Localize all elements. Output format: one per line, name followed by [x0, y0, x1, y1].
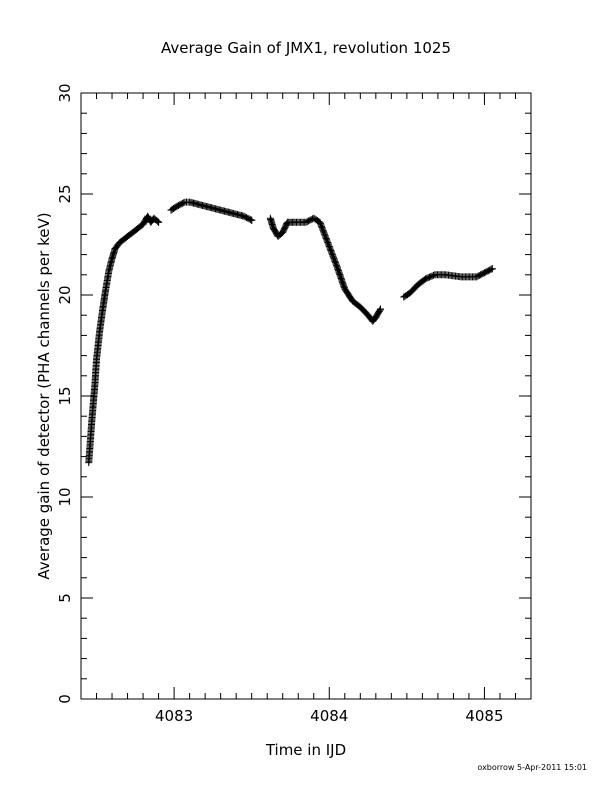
y-tick-label: 10 [56, 487, 74, 506]
x-tick-label: 4085 [465, 707, 503, 725]
y-tick-label: 25 [56, 184, 74, 203]
data-point [246, 216, 254, 224]
data-point [488, 265, 496, 273]
footer-stamp: oxborrow 5-Apr-2011 15:01 [477, 763, 587, 772]
data-point [376, 306, 384, 314]
y-tick-label: 5 [56, 593, 74, 603]
data-point [487, 265, 495, 273]
x-tick-label: 4083 [155, 707, 193, 725]
y-tick-label: 0 [56, 694, 74, 704]
data-point [376, 305, 384, 313]
x-axis-label: Time in IJD [265, 741, 346, 759]
data-series [85, 198, 496, 467]
y-axis: 0 5 10 15 20 25 30 [56, 83, 531, 704]
x-tick-label: 4084 [310, 707, 348, 725]
plot-frame [80, 92, 532, 700]
y-tick-label: 20 [56, 285, 74, 304]
y-tick-label: 15 [56, 386, 74, 405]
y-axis-label: Average gain of detector (PHA channels p… [35, 212, 53, 579]
data-point [180, 199, 188, 207]
y-tick-label: 30 [56, 83, 74, 102]
data-point [155, 218, 163, 226]
x-axis: 4083 4084 4085 [80, 93, 532, 725]
data-point [248, 216, 256, 224]
data-point [153, 217, 161, 225]
chart-title: Average Gain of JMX1, revolution 1025 [161, 39, 451, 57]
